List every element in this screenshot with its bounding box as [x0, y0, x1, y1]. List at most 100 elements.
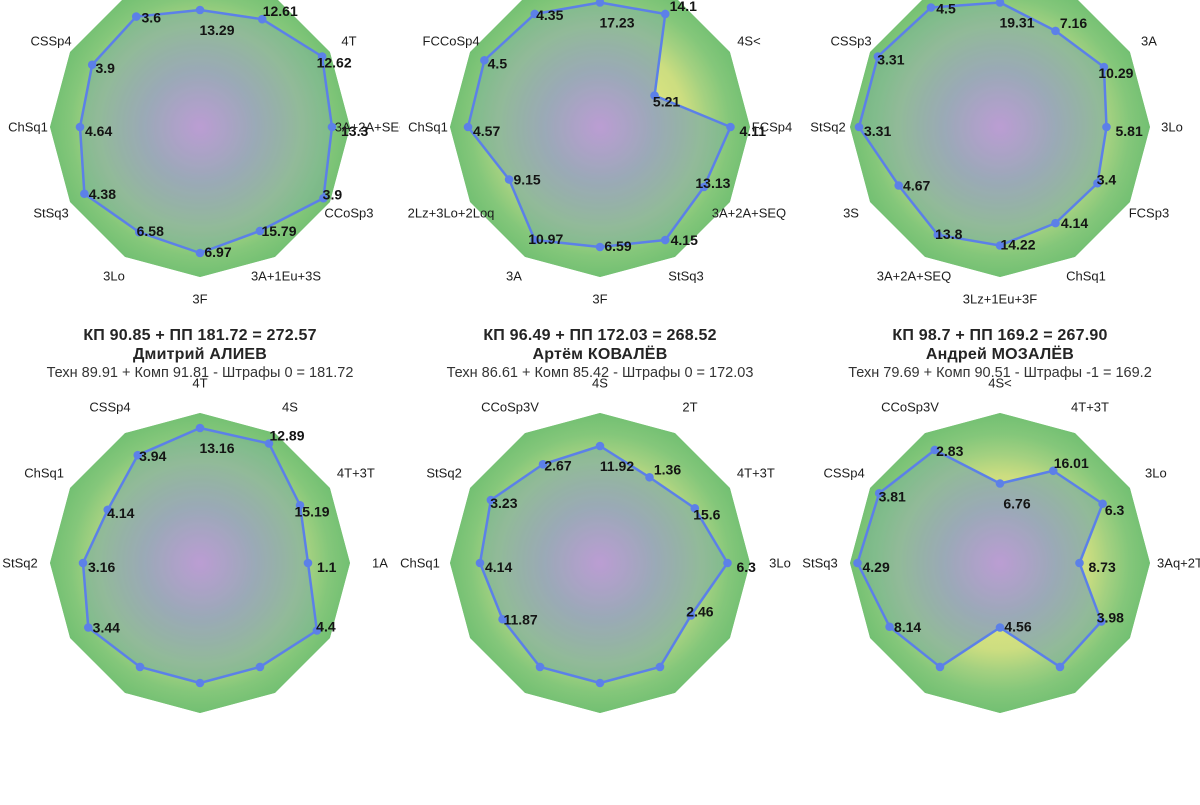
element-axis-label: 4T — [192, 376, 207, 391]
skater-name: Андрей МОЗАЛЁВ — [925, 346, 1075, 363]
element-score-value: 17.23 — [599, 15, 634, 31]
element-axis-label: 3A+2A+SEQ — [712, 206, 786, 221]
breakdown-line: Техн 79.69 + Комп 90.51 - Штрафы -1 = 16… — [848, 365, 1152, 381]
element-score-value: 8.73 — [1089, 559, 1116, 575]
results-grid: 13.29 12.61 12.62 4T 13.3 3A+2A+SEQ 3.9 CCoSp3 1… — [0, 0, 1200, 713]
data-point-dot — [1051, 26, 1060, 36]
breakdown-line: Техн 86.61 + Комп 85.42 - Штрафы 0 = 172… — [446, 365, 754, 381]
element-score-value: 3.98 — [1097, 610, 1124, 626]
data-point-dot — [480, 55, 489, 65]
element-score-value: 4.5 — [488, 55, 508, 71]
data-point-dot — [1099, 62, 1109, 72]
data-point-dot — [650, 91, 659, 100]
element-score-value: 1.36 — [654, 461, 681, 477]
data-point-dot — [995, 479, 1005, 488]
data-point-dot — [303, 558, 313, 568]
skater-header-3: КП 98.7 + ПП 169.2 = 267.90 Андрей МОЗАЛ… — [800, 326, 1200, 383]
data-point-dot — [660, 235, 670, 245]
element-axis-label: 3A+2A+SEQ — [877, 268, 951, 283]
element-score-value: 7.16 — [1060, 15, 1087, 31]
element-score-value: 4.14 — [485, 559, 512, 575]
element-score-value: 6.59 — [604, 238, 631, 254]
data-point-dot — [131, 12, 141, 21]
element-score-value: 3.9 — [95, 60, 115, 76]
data-point-dot — [1093, 178, 1102, 188]
data-point-dot — [135, 662, 145, 672]
data-point-dot — [655, 662, 665, 672]
element-axis-label: CCoSp3V — [481, 400, 539, 415]
element-score-value: 11.87 — [503, 611, 537, 627]
element-axis-label: 3Lo — [769, 556, 791, 571]
element-score-value: 13.8 — [935, 226, 962, 242]
element-score-value: 3.23 — [490, 495, 517, 511]
data-point-dot — [995, 623, 1005, 632]
element-axis-label: StSq3 — [668, 268, 703, 283]
element-score-value: 16.01 — [1054, 455, 1089, 471]
element-score-value: 3.44 — [93, 620, 120, 636]
data-point-dot — [885, 622, 894, 632]
radar-chart-top-right: 19.31 7.16 10.29 3A 5.81 3Lo 3.4 FCSp3 4.14 ChSq1… — [800, 0, 1200, 340]
element-axis-label: 3Lo — [1161, 120, 1183, 135]
data-point-dot — [535, 662, 545, 672]
element-axis-label: 4T+3T — [337, 466, 375, 481]
element-axis-label: CSSp4 — [89, 400, 130, 415]
element-score-value: 3.6 — [142, 10, 162, 26]
data-point-dot — [264, 439, 274, 448]
radar-chart-top-left: 13.29 12.61 12.62 4T 13.33A+2A+SEQ 3.9 CCoSp3 1… — [0, 0, 409, 340]
element-axis-label: 3A — [506, 268, 522, 283]
element-score-value: 3.81 — [879, 488, 906, 504]
element-score-value: 4.4 — [316, 619, 336, 635]
data-point-dot — [83, 623, 93, 632]
skater-header-2: КП 96.49 + ПП 172.03 = 268.52 Артём КОВА… — [400, 326, 800, 383]
data-point-dot — [257, 14, 267, 24]
element-score-value: 12.61 — [263, 3, 298, 19]
element-axis-label: 2Lz+3Lo+2Loq — [408, 206, 495, 221]
data-point-dot — [103, 505, 113, 515]
element-axis-label: 4T+3T — [737, 466, 775, 481]
element-score-value: 4.56 — [1004, 619, 1031, 635]
radar-chart-bottom-middle: 11.92 4S 1.36 2T 15.6 4T+3T 6.3 3Lo 2.46 11.87 4.1… — [400, 376, 800, 805]
radar-chart-bottom-left: 13.16 4T 12.89 4S 15.19 4T+3T 1.1 1A 4.4 3.44 3.16… — [0, 376, 400, 805]
element-axis-label: StSq2 — [810, 120, 845, 135]
element-axis-label: 3S — [843, 206, 859, 221]
element-score-value: 14.1 — [670, 0, 697, 14]
data-point-dot — [926, 3, 936, 12]
data-point-dot — [319, 193, 328, 203]
element-score-value: 14.22 — [1000, 237, 1035, 253]
breakdown-line: Техн 89.91 + Комп 91.81 - Штрафы 0 = 181… — [46, 365, 354, 381]
data-point-dot — [595, 0, 605, 7]
data-point-dot — [327, 122, 337, 132]
data-point-dot — [726, 122, 735, 132]
data-point-dot — [690, 503, 700, 513]
score-line: КП 90.85 + ПП 181.72 = 272.57 — [83, 327, 317, 344]
element-score-value: 12.89 — [269, 427, 304, 443]
element-score-value: 13.3 — [341, 123, 368, 139]
element-score-value: 4.11 — [740, 123, 767, 139]
data-point-dot — [486, 495, 496, 505]
element-axis-label: 3F — [592, 292, 607, 307]
element-score-value: 12.62 — [317, 55, 352, 71]
skater-name: Дмитрий АЛИЕВ — [132, 346, 268, 363]
data-point-dot — [498, 614, 507, 624]
element-score-value: 2.67 — [544, 457, 571, 473]
data-point-dot — [1055, 662, 1065, 672]
radar-chart-bottom-right: 6.76 4S< 16.01 4T+3T 6.3 3Lo 8.73 3Aq+2T 3.98 4.5… — [800, 376, 1200, 805]
data-point-dot — [78, 558, 88, 568]
score-line: КП 98.7 + ПП 169.2 = 267.90 — [892, 327, 1108, 344]
data-point-dot — [1097, 617, 1106, 626]
element-score-value: 3.94 — [139, 448, 166, 464]
element-axis-label: 4T — [341, 34, 356, 49]
data-point-dot — [853, 558, 862, 568]
data-point-dot — [530, 235, 540, 245]
element-score-value: 6.97 — [204, 244, 231, 260]
data-point-dot — [995, 0, 1005, 7]
element-score-value: 5.21 — [653, 94, 680, 110]
element-score-value: 13.13 — [695, 175, 730, 191]
element-axis-label: StSq3 — [802, 556, 837, 571]
element-axis-label: ChSq1 — [8, 120, 48, 135]
element-axis-label: CSSp3 — [830, 34, 871, 49]
data-point-dot — [87, 60, 97, 70]
element-score-value: 15.6 — [693, 506, 720, 522]
element-axis-label: 4S< — [988, 376, 1012, 391]
